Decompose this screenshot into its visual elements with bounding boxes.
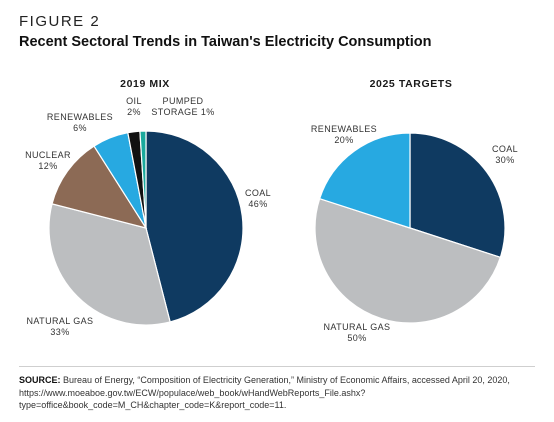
slice-label-oil-name: OIL bbox=[126, 96, 142, 106]
pie-slice-natural-gas bbox=[314, 197, 502, 324]
slice-label-natural-gas-name: NATURAL GAS bbox=[324, 322, 391, 332]
slice-label-pumped-storage-name: PUMPED bbox=[163, 96, 204, 106]
pie-slice-pumped-storage bbox=[139, 130, 147, 229]
figure-label: FIGURE 2 bbox=[19, 13, 101, 30]
source-note: SOURCE: Bureau of Energy, “Composition o… bbox=[19, 374, 539, 412]
pie-slice-renewables bbox=[318, 132, 411, 229]
pie-slice-nuclear bbox=[51, 145, 148, 229]
slice-label-coal-name: COAL bbox=[245, 188, 271, 198]
slice-label-natural-gas-value: 50% bbox=[347, 333, 366, 343]
slice-label-coal-name: COAL bbox=[492, 144, 518, 154]
slice-label-pumped-storage-value: STORAGE 1% bbox=[151, 107, 214, 117]
slice-label-nuclear-value: 12% bbox=[38, 161, 57, 171]
pie-slice-coal bbox=[145, 130, 244, 323]
slice-label-coal-value: 46% bbox=[248, 199, 267, 209]
chart-title-2019-mix: 2019 MIX bbox=[120, 78, 170, 90]
slice-label-nuclear-name: NUCLEAR bbox=[25, 150, 71, 160]
slice-label-renewables-name: RENEWABLES bbox=[47, 112, 113, 122]
divider bbox=[19, 366, 535, 367]
slice-label-natural-gas-value: 33% bbox=[50, 327, 69, 337]
pie-slice-coal bbox=[409, 132, 506, 259]
slice-label-renewables-value: 6% bbox=[73, 123, 87, 133]
slice-label-oil-value: 2% bbox=[127, 107, 141, 117]
pie-slice-natural-gas bbox=[48, 203, 171, 326]
source-text: Bureau of Energy, “Composition of Electr… bbox=[19, 375, 510, 410]
pie-chart-2025-targets bbox=[314, 132, 506, 324]
source-heading: SOURCE: bbox=[19, 375, 61, 385]
slice-label-natural-gas-name: NATURAL GAS bbox=[27, 316, 94, 326]
pie-chart-2019-mix bbox=[48, 130, 244, 326]
slice-label-renewables-value: 20% bbox=[334, 135, 353, 145]
chart-title-2025-targets: 2025 TARGETS bbox=[369, 78, 453, 90]
slice-label-renewables-name: RENEWABLES bbox=[311, 124, 377, 134]
slice-label-coal-value: 30% bbox=[495, 155, 514, 165]
figure-title: Recent Sectoral Trends in Taiwan's Elect… bbox=[19, 34, 432, 50]
